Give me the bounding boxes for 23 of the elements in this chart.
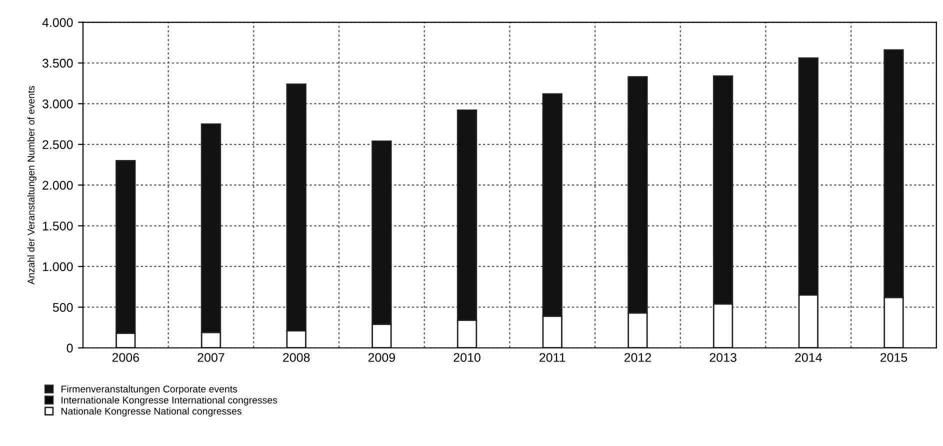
y-tick-label: 1.500 [42, 222, 73, 230]
y-tick-label: 500 [52, 302, 73, 312]
legend-label: Nationale Kongresse National congresses [62, 407, 242, 417]
y-tick-label: 0 [66, 344, 73, 353]
x-tick-label: 2006 [112, 353, 140, 362]
x-tick-label: 2011 [540, 353, 566, 362]
y-tick-label: 3.500 [42, 58, 73, 68]
x-tick-label: 2015 [880, 353, 908, 362]
x-tick-label: 2010 [454, 353, 480, 362]
x-tick-label: 2007 [198, 353, 224, 362]
y-tick-label: 1.000 [42, 262, 73, 272]
x-tick-label: 2013 [710, 353, 736, 362]
x-tick-label: 2012 [624, 353, 651, 362]
y-tick-label: 2.000 [42, 180, 73, 190]
x-tick-label: 2009 [368, 353, 395, 362]
y-axis-title: Anzahl der Veranstaltungen Number of events [27, 86, 36, 285]
x-tick-label: 2014 [795, 353, 822, 362]
y-tick-label: 4.000 [42, 18, 73, 27]
legend-label: Internationale Kongresse International congresses [62, 396, 278, 406]
legend-label: Firmenveranstaltungen Corporate events [62, 385, 238, 394]
y-tick-label: 2.500 [42, 140, 73, 150]
x-tick-label: 2008 [283, 353, 310, 362]
y-tick-label: 3.000 [42, 99, 73, 108]
